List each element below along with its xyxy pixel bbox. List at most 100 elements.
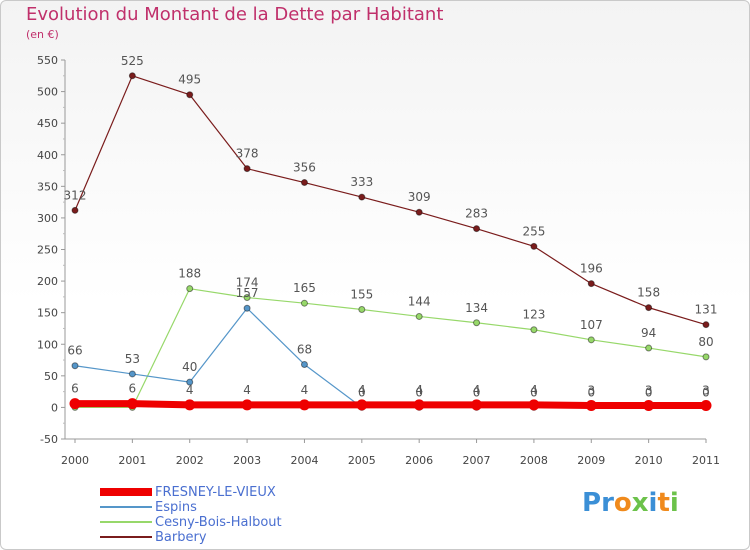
data-point xyxy=(528,399,540,411)
data-point xyxy=(415,208,423,216)
x-tick-label: 2010 xyxy=(635,454,663,467)
data-label: 3 xyxy=(587,384,595,398)
data-label: 255 xyxy=(522,224,545,238)
data-point xyxy=(71,362,79,370)
x-tick-label: 2004 xyxy=(290,454,318,467)
legend-label: Barbery xyxy=(155,530,207,545)
legend-label: Cesny-Bois-Halbout xyxy=(155,515,282,530)
data-label: 312 xyxy=(64,188,87,202)
data-label: 157 xyxy=(236,286,259,300)
data-point xyxy=(702,353,710,361)
data-point xyxy=(243,294,251,302)
unit-label: (en €) xyxy=(26,28,59,41)
data-label: 40 xyxy=(182,360,197,374)
legend-swatch xyxy=(100,521,152,523)
data-label: 0 xyxy=(702,385,710,399)
y-tick-label: -50 xyxy=(40,433,58,446)
data-point xyxy=(186,285,194,293)
data-label: 0 xyxy=(415,385,423,399)
data-label: 4 xyxy=(301,383,309,397)
y-tick-label: 50 xyxy=(44,370,58,383)
data-label: 333 xyxy=(350,175,373,189)
data-point xyxy=(530,242,538,250)
y-tick-label: 300 xyxy=(37,212,58,225)
data-point xyxy=(300,179,308,187)
series-line-espins xyxy=(74,307,706,409)
series-line-cesny-bois-halbout xyxy=(75,288,707,409)
logo-letter: t xyxy=(657,488,670,518)
data-point xyxy=(128,72,136,80)
x-tick-label: 2009 xyxy=(577,454,605,467)
x-tick-label: 2002 xyxy=(176,454,204,467)
data-point xyxy=(186,378,194,386)
logo-letter: P xyxy=(582,488,602,518)
y-tick-label: 550 xyxy=(37,54,58,67)
legend-label: FRESNEY-LE-VIEUX xyxy=(155,485,276,500)
data-label: 309 xyxy=(408,190,431,204)
data-point xyxy=(587,336,595,344)
data-point xyxy=(645,304,653,312)
data-point xyxy=(645,344,653,352)
data-point xyxy=(585,400,597,412)
data-label: 0 xyxy=(645,385,653,399)
data-label: 4 xyxy=(473,383,481,397)
y-tick-label: 150 xyxy=(37,307,58,320)
data-label: 94 xyxy=(641,326,656,340)
data-point xyxy=(700,400,712,412)
data-point xyxy=(126,398,138,410)
y-tick-label: 450 xyxy=(37,117,58,130)
x-tick-label: 2011 xyxy=(692,454,720,467)
data-point xyxy=(358,193,366,201)
data-label: 378 xyxy=(236,147,259,161)
data-point xyxy=(587,280,595,288)
data-label: 3 xyxy=(645,384,653,398)
data-point xyxy=(413,399,425,411)
data-point xyxy=(530,326,538,334)
data-label: 196 xyxy=(580,262,603,276)
data-label: 4 xyxy=(243,383,251,397)
y-tick-label: 500 xyxy=(37,86,58,99)
x-tick-label: 2000 xyxy=(61,454,89,467)
series-line-barbery xyxy=(74,75,707,326)
y-tick-label: 100 xyxy=(37,338,58,351)
legend-swatch xyxy=(100,536,152,538)
data-label: 131 xyxy=(695,303,718,317)
data-point xyxy=(300,360,308,368)
data-label: 356 xyxy=(293,161,316,175)
data-label: 165 xyxy=(293,281,316,295)
series-line-fresney-le-vieux xyxy=(75,400,706,410)
data-label: 174 xyxy=(236,276,259,290)
data-label: 80 xyxy=(698,335,713,349)
data-point xyxy=(643,400,655,412)
data-label: 4 xyxy=(186,383,194,397)
legend: FRESNEY-LE-VIEUX Espins Cesny-Bois-Halbo… xyxy=(100,485,360,545)
data-point xyxy=(473,225,481,233)
data-label: 155 xyxy=(350,288,373,302)
data-label: 283 xyxy=(465,207,488,221)
data-label: 0 xyxy=(530,385,538,399)
data-label: 0 xyxy=(358,385,366,399)
proxiti-logo: Proxiti xyxy=(582,488,679,518)
data-point xyxy=(473,319,481,327)
data-point xyxy=(184,399,196,411)
data-label: 495 xyxy=(178,73,201,87)
data-label: 0 xyxy=(473,385,481,399)
x-tick-label: 2001 xyxy=(118,454,146,467)
legend-swatch xyxy=(100,488,152,496)
data-point xyxy=(186,91,194,99)
data-point xyxy=(69,398,81,410)
chart-title: Evolution du Montant de la Dette par Hab… xyxy=(26,4,444,25)
x-tick-label: 2007 xyxy=(463,454,491,467)
data-label: 107 xyxy=(580,318,603,332)
data-label: 6 xyxy=(71,382,79,396)
data-label: 158 xyxy=(637,286,660,300)
data-point xyxy=(415,312,423,320)
data-point xyxy=(243,165,251,173)
data-point xyxy=(128,370,136,378)
x-tick-label: 2003 xyxy=(233,454,261,467)
x-tick-label: 2005 xyxy=(348,454,376,467)
data-point xyxy=(243,304,251,312)
data-label: 144 xyxy=(408,294,431,308)
data-point xyxy=(356,399,368,411)
